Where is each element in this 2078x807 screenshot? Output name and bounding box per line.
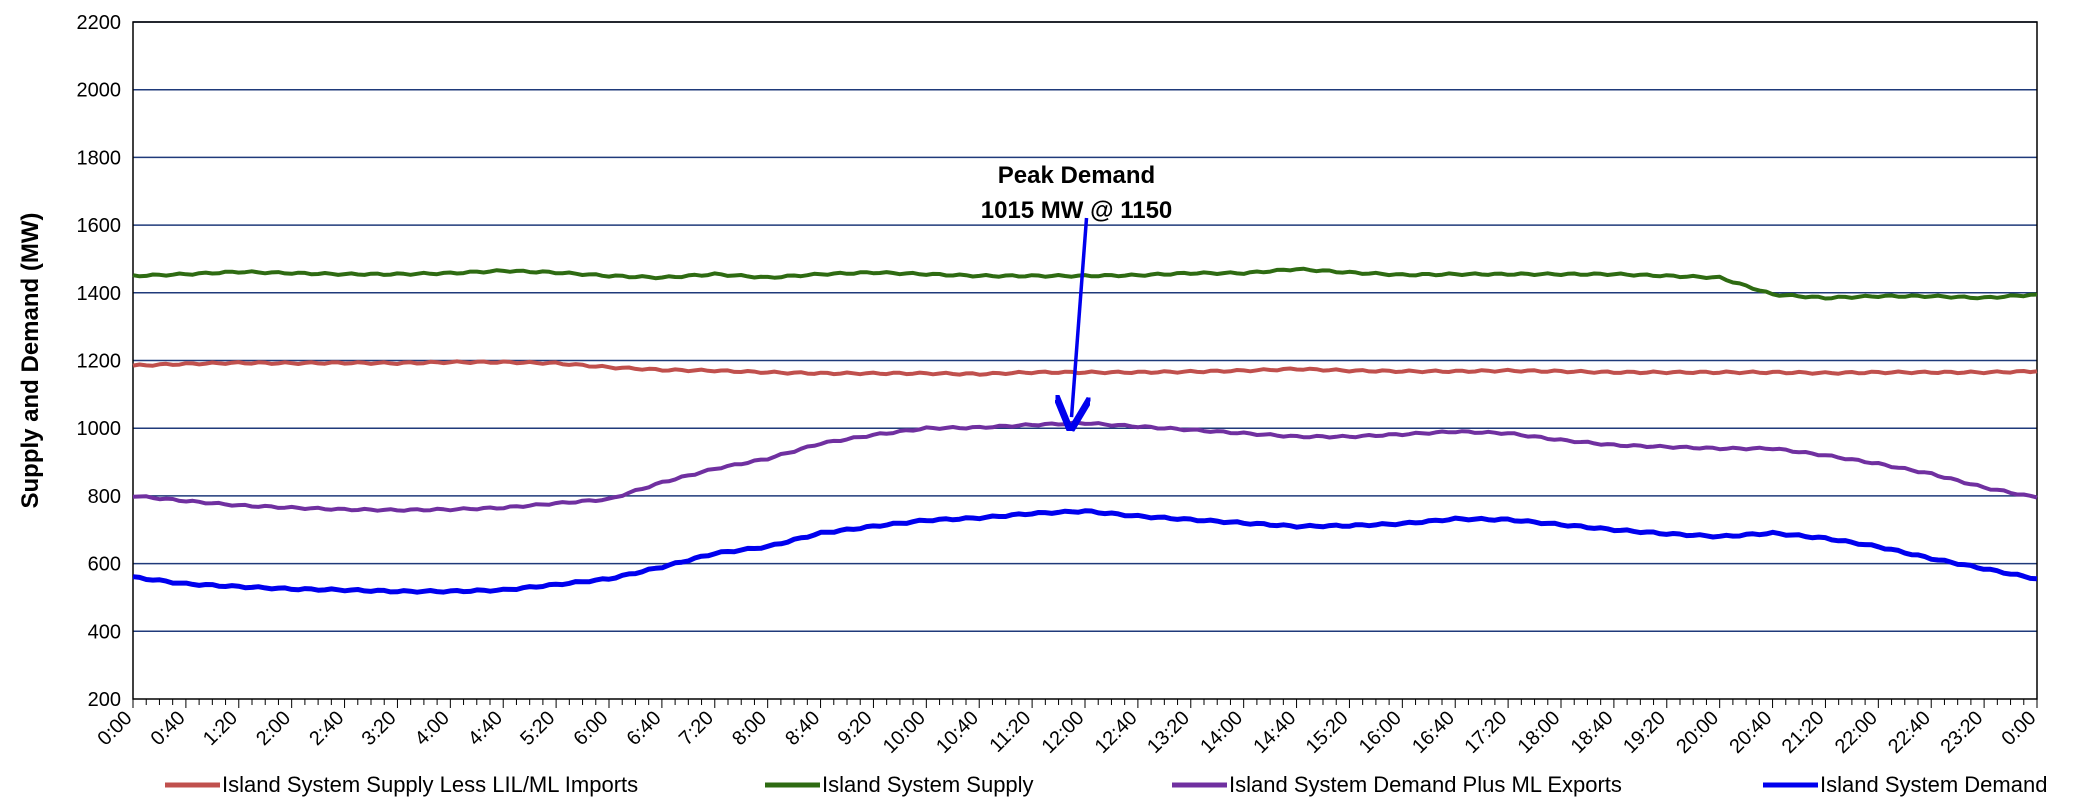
y-tick-label: 1200 — [77, 351, 122, 373]
y-tick-label: 200 — [88, 689, 121, 711]
x-tick-label: 18:00 — [1514, 707, 1565, 758]
legend-label: Island System Supply Less LIL/ML Imports — [222, 772, 638, 797]
x-tick-label: 18:40 — [1567, 707, 1618, 758]
x-tick-label: 20:00 — [1672, 707, 1723, 758]
x-tick-label: 22:00 — [1831, 707, 1882, 758]
x-tick-label: 16:40 — [1408, 707, 1459, 758]
y-tick-label: 2200 — [77, 12, 122, 34]
legend-label: Island System Demand Plus ML Exports — [1229, 772, 1622, 797]
x-tick-label: 10:00 — [879, 707, 930, 758]
x-tick-label: 8:40 — [781, 707, 824, 750]
y-axis-title: Supply and Demand (MW) — [17, 213, 44, 509]
y-tick-label: 1800 — [77, 147, 122, 169]
peak-annotation-title: Peak Demand — [998, 162, 1155, 189]
x-tick-label: 5:20 — [516, 707, 559, 750]
x-tick-label: 9:20 — [834, 707, 877, 750]
x-tick-label: 13:20 — [1143, 707, 1194, 758]
x-tick-label: 0:00 — [1997, 707, 2040, 750]
series-line — [132, 420, 2038, 513]
x-tick-label: 15:20 — [1302, 707, 1353, 758]
x-tick-label: 0:40 — [147, 707, 190, 750]
grid-layer — [132, 21, 2038, 700]
y-tick-label: 2000 — [77, 80, 122, 102]
x-tick-label: 2:40 — [305, 707, 348, 750]
y-tick-label: 1400 — [77, 283, 122, 305]
x-tick-label: 4:00 — [411, 707, 454, 750]
legend-label: Island System Demand — [1820, 772, 2047, 797]
x-tick-label: 17:20 — [1460, 707, 1511, 758]
series-line — [132, 359, 2038, 377]
y-tick-label: 1000 — [77, 418, 122, 440]
x-tick-label: 14:40 — [1249, 707, 1300, 758]
x-tick-label: 11:20 — [985, 707, 1035, 757]
peak-annotation-value: 1015 MW @ 1150 — [981, 197, 1173, 224]
x-tick-label: 0:00 — [93, 707, 136, 750]
x-tick-label: 6:00 — [569, 707, 612, 750]
x-tick-label: 23:20 — [1936, 707, 1987, 758]
legend-label: Island System Supply — [822, 772, 1034, 797]
series-layer — [132, 266, 2038, 595]
x-tick-label: 21:20 — [1778, 707, 1829, 758]
x-tick-label: 19:20 — [1619, 707, 1670, 758]
y-tick-label: 600 — [88, 554, 121, 576]
x-tick-label: 10:40 — [932, 707, 983, 758]
x-tick-label: 22:40 — [1884, 707, 1935, 758]
x-tick-label: 6:40 — [623, 707, 666, 750]
x-tick-label: 3:20 — [358, 707, 401, 750]
legend: Island System Supply Less LIL/ML Imports… — [165, 772, 2047, 797]
y-tick-label: 1600 — [77, 215, 122, 237]
series-line — [132, 508, 2038, 595]
x-tick-label: 4:40 — [464, 707, 507, 750]
y-tick-label: 400 — [88, 621, 121, 643]
x-tick-label: 12:40 — [1091, 707, 1142, 758]
x-tick-label: 20:40 — [1725, 707, 1776, 758]
x-tick-label: 16:00 — [1355, 707, 1406, 758]
annotation-layer: Peak Demand 1015 MW @ 1150 — [981, 162, 1173, 417]
axis-layer: Supply and Demand (MW) 200 400 600 800 1000 1… — [17, 12, 2041, 758]
x-tick-label: 14:00 — [1196, 707, 1247, 758]
x-tick-label: 7:20 — [675, 707, 718, 750]
peak-annotation-arrow — [1072, 217, 1087, 417]
y-tick-label: 800 — [88, 486, 121, 508]
x-tick-label: 12:00 — [1038, 707, 1089, 758]
x-tick-label: 1:20 — [199, 707, 242, 750]
series-line — [132, 266, 2038, 301]
x-tick-label: 8:00 — [728, 707, 771, 750]
x-tick-label: 2:00 — [252, 707, 295, 750]
